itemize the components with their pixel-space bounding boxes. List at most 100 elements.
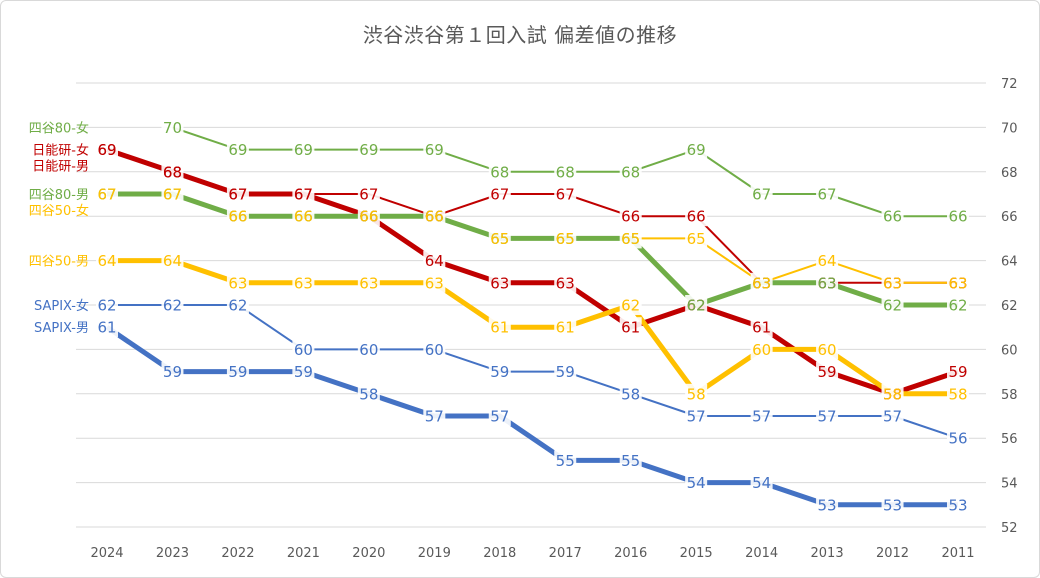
- data-label-bg-四谷50-男-2020: [357, 272, 380, 293]
- data-label-bg-SAPIX-男-2016: [619, 450, 642, 471]
- data-label-四谷80-男-2023: 67: [163, 186, 182, 204]
- data-label-SAPIX-女-2013: 57: [818, 408, 837, 426]
- x-tick-label-2015: 2015: [680, 546, 713, 561]
- data-label-bg-四谷80-女-2016: [619, 161, 642, 182]
- data-label-四谷50-男-2016: 62: [621, 297, 640, 315]
- data-label-bg-SAPIX-女-2014: [750, 406, 773, 426]
- chart-title: 渋谷渋谷第１回入試 偏差値の推移: [362, 23, 678, 47]
- data-label-四谷50-女-2015: 65: [687, 230, 706, 248]
- y-tick-label-66: 66: [1001, 210, 1018, 225]
- data-label-四谷80-女-2020: 69: [359, 141, 378, 159]
- series-name-label-日能研-女: 日能研-女: [32, 143, 89, 159]
- x-tick-label-2017: 2017: [549, 546, 582, 561]
- data-label-bg-SAPIX-女-2017: [554, 361, 577, 382]
- data-label-四谷50-男-2020: 63: [359, 274, 378, 292]
- data-label-日能研-男-2020: 66: [359, 208, 378, 226]
- data-label-四谷50-男-2017: 61: [556, 319, 575, 337]
- data-label-四谷50-男-2021: 63: [294, 274, 313, 292]
- data-label-bg-四谷80-女-2023: [161, 117, 184, 138]
- data-label-四谷80-女-2015: 69: [687, 141, 706, 159]
- data-label-日能研-女-2015: 66: [687, 208, 706, 226]
- data-label-bg-SAPIX-女-2013: [816, 406, 839, 426]
- data-label-四谷50-女-2016: 65: [621, 230, 640, 248]
- data-label-bg-日能研-女-2017: [554, 184, 577, 204]
- data-label-bg-日能研-女-2018: [488, 184, 511, 204]
- data-label-SAPIX-女-2022: 62: [228, 297, 247, 315]
- data-label-SAPIX-女-2018: 59: [490, 363, 509, 381]
- data-label-SAPIX-女-2017: 59: [556, 363, 575, 381]
- data-label-四谷80-女-2016: 68: [621, 163, 640, 181]
- data-label-bg-日能研-男-2018: [488, 272, 511, 293]
- data-label-四谷80-女-2019: 69: [425, 141, 444, 159]
- data-label-四谷50-男-2019: 63: [425, 274, 444, 292]
- data-label-SAPIX-男-2015: 54: [687, 474, 706, 492]
- data-label-SAPIX-男-2018: 57: [490, 408, 509, 426]
- data-label-bg-SAPIX-男-2013: [816, 494, 839, 515]
- x-tick-label-2021: 2021: [287, 546, 320, 561]
- data-label-日能研-男-2024: 69: [97, 141, 116, 159]
- data-label-四谷80-男-2014: 63: [752, 274, 771, 292]
- data-label-bg-日能研-女-2020: [357, 184, 380, 204]
- data-label-SAPIX-男-2012: 53: [883, 496, 902, 514]
- data-label-日能研-女-2012: 63: [883, 274, 902, 292]
- data-label-bg-SAPIX-男-2023: [161, 361, 184, 382]
- data-label-四谷50-女-2011: 63: [948, 274, 967, 292]
- data-label-四谷50-女-2012: 63: [883, 274, 902, 292]
- series-name-label-SAPIX-女: SAPIX-女: [34, 298, 89, 314]
- data-label-四谷50-男-2022: 63: [228, 274, 247, 292]
- y-tick-label-52: 52: [1001, 521, 1018, 536]
- x-tick-label-2023: 2023: [156, 546, 189, 561]
- data-label-日能研-女-2017: 67: [556, 186, 575, 204]
- data-label-四谷50-男-2011: 58: [948, 385, 967, 403]
- data-label-日能研-男-2012: 58: [883, 385, 902, 403]
- data-label-bg-SAPIX-男-2022: [226, 361, 249, 382]
- data-label-bg-SAPIX-男-2018: [488, 406, 511, 426]
- data-label-bg-SAPIX-男-2020: [357, 383, 380, 404]
- data-label-bg-SAPIX-男-2011: [947, 494, 969, 515]
- data-label-四谷50-男-2024: 64: [97, 252, 116, 270]
- data-label-四谷50-女-2013: 64: [818, 252, 837, 270]
- data-label-bg-SAPIX-女-2023: [161, 295, 184, 315]
- data-label-bg-四谷80-男-2023: [161, 184, 184, 204]
- data-label-四谷80-女-2023: 70: [163, 119, 182, 137]
- y-tick-label-60: 60: [1001, 343, 1018, 358]
- data-label-bg-四谷80-女-2020: [357, 139, 380, 160]
- y-tick-label-54: 54: [1001, 477, 1018, 492]
- data-label-四谷80-女-2018: 68: [490, 163, 509, 181]
- data-label-四谷80-男-2015: 62: [687, 297, 706, 315]
- data-label-bg-SAPIX-男-2015: [685, 472, 708, 493]
- x-tick-label-2018: 2018: [483, 546, 516, 561]
- data-label-bg-日能研-男-2020: [357, 206, 380, 227]
- data-label-SAPIX-女-2021: 60: [294, 341, 313, 359]
- data-label-bg-四谷50-女-2015: [685, 228, 708, 249]
- data-label-SAPIX-男-2013: 53: [818, 496, 837, 514]
- data-label-日能研-男-2011: 59: [948, 363, 967, 381]
- data-label-四谷80-女-2022: 69: [228, 141, 247, 159]
- data-label-四谷80-女-2017: 68: [556, 163, 575, 181]
- data-label-bg-SAPIX-女-2021: [292, 339, 315, 360]
- series-name-label-SAPIX-男: SAPIX-男: [34, 321, 89, 336]
- data-label-bg-日能研-女-2013: [816, 272, 839, 293]
- data-label-bg-日能研-女-2011: [947, 272, 969, 293]
- data-label-SAPIX-男-2017: 55: [556, 452, 575, 470]
- data-label-SAPIX-女-2023: 62: [163, 297, 182, 315]
- data-label-bg-日能研-女-2024: [96, 139, 118, 160]
- data-label-bg-四谷50-男-2014: [750, 339, 773, 360]
- data-label-bg-四谷50-男-2013: [816, 339, 839, 360]
- data-label-日能研-女-2021: 67: [294, 186, 313, 204]
- data-label-日能研-女-2013: 63: [818, 274, 837, 292]
- data-label-SAPIX-男-2024: 61: [97, 319, 116, 337]
- data-label-bg-日能研-女-2015: [685, 206, 708, 227]
- data-label-SAPIX-男-2011: 53: [948, 496, 967, 514]
- data-label-bg-日能研-女-2016: [619, 206, 642, 227]
- data-label-bg-四谷50-女-2013: [816, 250, 839, 271]
- data-label-日能研-女-2019: 66: [425, 208, 444, 226]
- data-label-bg-四谷50-男-2015: [685, 383, 708, 404]
- data-label-bg-日能研-男-2017: [554, 272, 577, 293]
- data-label-日能研-男-2018: 63: [490, 274, 509, 292]
- data-label-bg-四谷80-女-2011: [947, 206, 969, 227]
- data-label-四谷80-男-2024: 67: [97, 186, 116, 204]
- data-label-bg-四谷80-女-2019: [423, 139, 446, 160]
